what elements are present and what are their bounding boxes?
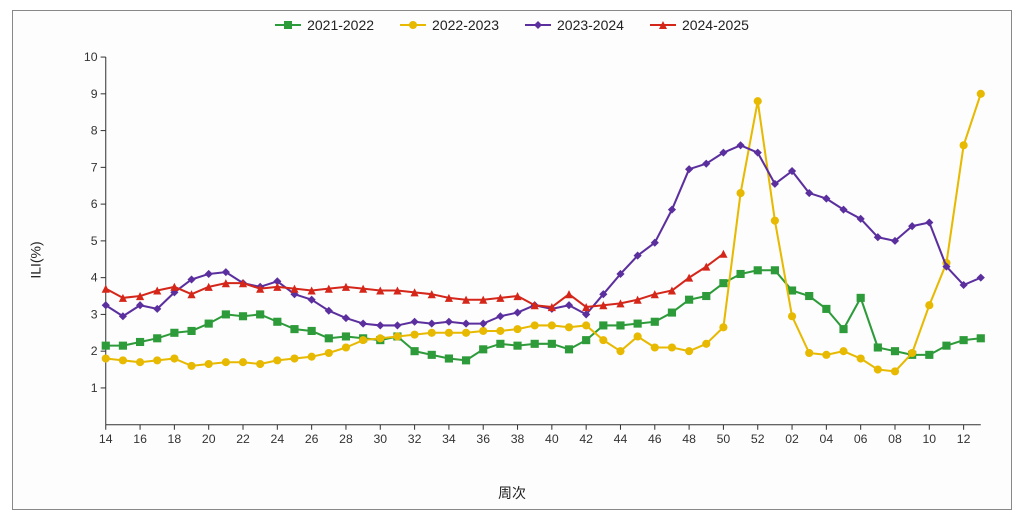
svg-text:20: 20: [202, 432, 216, 446]
svg-text:42: 42: [579, 432, 593, 446]
svg-text:40: 40: [545, 432, 559, 446]
svg-text:34: 34: [442, 432, 456, 446]
svg-text:10: 10: [922, 432, 936, 446]
svg-text:1: 1: [91, 381, 98, 395]
svg-text:6: 6: [91, 197, 98, 211]
svg-text:30: 30: [373, 432, 387, 446]
svg-text:22: 22: [236, 432, 250, 446]
svg-text:48: 48: [682, 432, 696, 446]
svg-text:16: 16: [133, 432, 147, 446]
svg-text:44: 44: [614, 432, 628, 446]
svg-text:8: 8: [91, 124, 98, 138]
svg-text:46: 46: [648, 432, 662, 446]
chart-container: 2021-2022 2022-2023 2023-2024 2024-2025 ILI…: [0, 0, 1024, 520]
svg-text:18: 18: [168, 432, 182, 446]
svg-text:52: 52: [751, 432, 765, 446]
svg-text:9: 9: [91, 87, 98, 101]
svg-text:2: 2: [91, 344, 98, 358]
legend-label: 2021-2022: [307, 17, 374, 33]
svg-text:24: 24: [271, 432, 285, 446]
svg-text:10: 10: [84, 51, 98, 64]
legend-item-2022-2023: 2022-2023: [400, 17, 499, 33]
svg-text:28: 28: [339, 432, 353, 446]
svg-text:3: 3: [91, 308, 98, 322]
legend-item-2023-2024: 2023-2024: [525, 17, 624, 33]
svg-text:38: 38: [511, 432, 525, 446]
svg-text:06: 06: [854, 432, 868, 446]
svg-text:04: 04: [820, 432, 834, 446]
legend-label: 2023-2024: [557, 17, 624, 33]
chart-panel: 2021-2022 2022-2023 2023-2024 2024-2025 ILI…: [12, 10, 1012, 510]
svg-text:12: 12: [957, 432, 971, 446]
legend-label: 2022-2023: [432, 17, 499, 33]
svg-text:08: 08: [888, 432, 902, 446]
svg-text:7: 7: [91, 160, 98, 174]
legend-item-2024-2025: 2024-2025: [650, 17, 749, 33]
y-axis-title: ILI(%): [28, 241, 44, 278]
x-axis-title: 周次: [13, 483, 1011, 503]
svg-text:4: 4: [91, 271, 98, 285]
svg-text:02: 02: [785, 432, 799, 446]
svg-text:14: 14: [99, 432, 113, 446]
legend: 2021-2022 2022-2023 2023-2024 2024-2025: [13, 17, 1011, 33]
svg-text:32: 32: [408, 432, 422, 446]
svg-text:36: 36: [476, 432, 490, 446]
legend-item-2021-2022: 2021-2022: [275, 17, 374, 33]
svg-text:50: 50: [717, 432, 731, 446]
legend-label: 2024-2025: [682, 17, 749, 33]
svg-text:26: 26: [305, 432, 319, 446]
svg-text:5: 5: [91, 234, 98, 248]
chart-svg: 1234567891014161820222426283032343638404…: [71, 51, 991, 455]
plot-area: 1234567891014161820222426283032343638404…: [71, 51, 991, 455]
